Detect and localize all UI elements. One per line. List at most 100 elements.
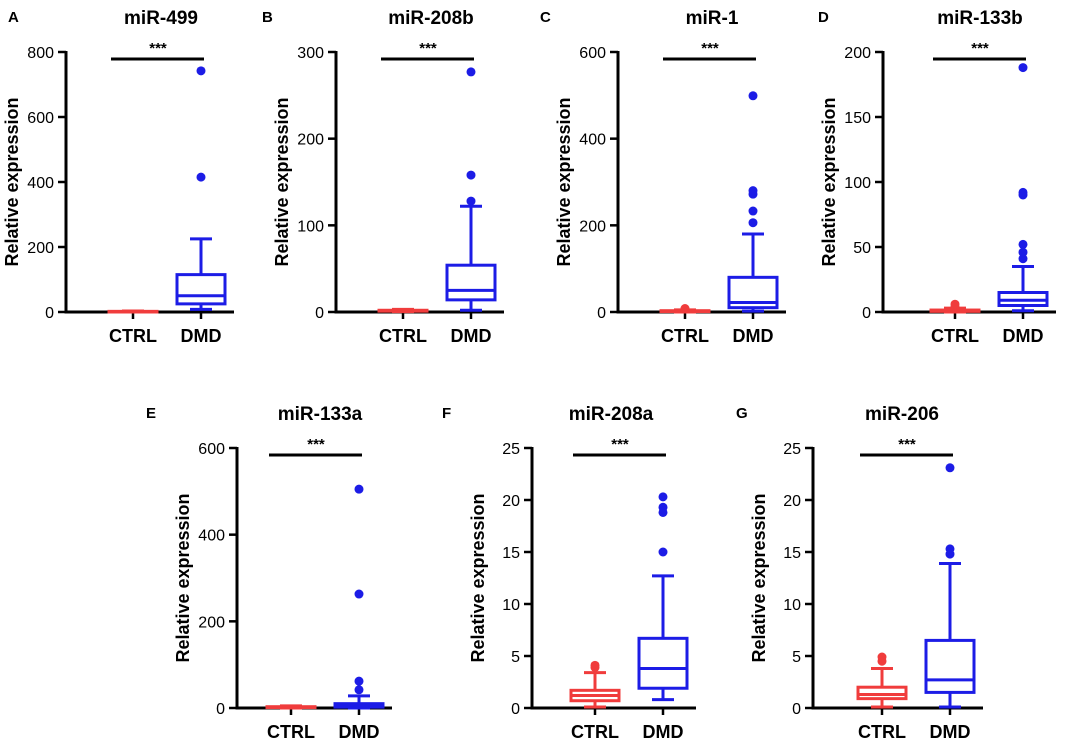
- outlier-point: [748, 186, 758, 196]
- outlier-point: [466, 170, 476, 180]
- y-tick-label: 200: [27, 240, 54, 257]
- y-tick-label: 0: [45, 305, 54, 322]
- box-ctrl: [929, 299, 981, 314]
- y-tick-label: 200: [297, 132, 324, 149]
- y-tick-label: 0: [511, 701, 520, 718]
- y-tick-label: 15: [783, 545, 801, 562]
- significance-label: ***: [611, 436, 629, 453]
- y-tick-label: 10: [502, 597, 520, 614]
- significance-label: ***: [149, 40, 167, 57]
- chart-title: miR-1: [686, 8, 739, 29]
- y-axis-label: Relative expression: [2, 97, 22, 266]
- y-tick-label: 25: [502, 441, 520, 458]
- outlier-point: [1018, 247, 1028, 257]
- y-tick-label: 200: [579, 218, 606, 235]
- x-tick-label-dmd: DMD: [930, 722, 971, 740]
- iqr-box: [175, 273, 227, 306]
- y-tick-label: 600: [579, 45, 606, 62]
- panel-letter: F: [442, 405, 451, 422]
- outlier-point: [748, 218, 758, 228]
- box-dmd: [175, 66, 227, 311]
- y-axis-label: Relative expression: [173, 493, 193, 662]
- outlier-point: [748, 91, 758, 101]
- y-tick-label: 10: [783, 597, 801, 614]
- y-tick-label: 0: [216, 701, 225, 718]
- y-tick-label: 25: [783, 441, 801, 458]
- outlier-point: [1018, 63, 1028, 73]
- outlier-point: [680, 304, 690, 314]
- y-tick-label: 600: [198, 441, 225, 458]
- panel-letter: A: [8, 9, 19, 26]
- outlier-point: [748, 206, 758, 216]
- box-dmd: [445, 67, 497, 312]
- x-tick-label-ctrl: CTRL: [931, 326, 979, 346]
- y-tick-label: 20: [783, 493, 801, 510]
- x-tick-label-dmd: DMD: [643, 722, 684, 740]
- significance-label: ***: [971, 40, 989, 57]
- outlier-point: [196, 66, 206, 76]
- outlier-point: [354, 589, 364, 599]
- outlier-point: [945, 544, 955, 554]
- box-ctrl: [659, 304, 711, 314]
- outlier-point: [1018, 239, 1028, 249]
- y-tick-label: 20: [502, 493, 520, 510]
- outlier-point: [950, 299, 960, 309]
- significance-label: ***: [307, 436, 325, 453]
- iqr-box: [445, 263, 497, 302]
- y-tick-label: 100: [844, 175, 871, 192]
- x-tick-label-dmd: DMD: [339, 722, 380, 740]
- box-dmd: [997, 63, 1049, 313]
- x-tick-label-dmd: DMD: [451, 326, 492, 346]
- y-tick-label: 0: [597, 305, 606, 322]
- outlier-point: [1018, 254, 1028, 264]
- y-axis-label: Relative expression: [468, 493, 488, 662]
- chart-title: miR-133a: [278, 404, 363, 425]
- outlier-point: [466, 67, 476, 77]
- y-tick-label: 600: [27, 110, 54, 127]
- iqr-box: [856, 685, 908, 701]
- y-axis-label: Relative expression: [554, 97, 574, 266]
- y-tick-label: 50: [853, 240, 871, 257]
- chart-title: miR-499: [124, 8, 198, 29]
- outlier-point: [658, 492, 668, 502]
- outlier-point: [196, 172, 206, 182]
- chart-title: miR-208b: [388, 8, 474, 29]
- outlier-point: [466, 196, 476, 206]
- x-tick-label-ctrl: CTRL: [379, 326, 427, 346]
- y-tick-label: 400: [579, 132, 606, 149]
- outlier-point: [354, 484, 364, 494]
- box-ctrl: [856, 652, 908, 709]
- box-ctrl: [377, 307, 429, 314]
- y-tick-label: 5: [511, 649, 520, 666]
- y-tick-label: 0: [862, 305, 871, 322]
- chart-title: miR-133b: [937, 8, 1023, 29]
- x-tick-label-ctrl: CTRL: [267, 722, 315, 740]
- y-tick-label: 400: [198, 528, 225, 545]
- x-tick-label-dmd: DMD: [181, 326, 222, 346]
- y-axis-label: Relative expression: [749, 493, 769, 662]
- panel-letter: B: [262, 9, 273, 26]
- significance-label: ***: [419, 40, 437, 57]
- panel-letter: G: [736, 405, 748, 422]
- significance-label: ***: [701, 40, 719, 57]
- box-dmd: [727, 91, 779, 313]
- outlier-point: [877, 652, 887, 662]
- y-axis-label: Relative expression: [819, 97, 839, 266]
- x-tick-label-ctrl: CTRL: [661, 326, 709, 346]
- y-tick-label: 15: [502, 545, 520, 562]
- chart-title: miR-208a: [569, 404, 654, 425]
- iqr-box: [727, 275, 779, 310]
- y-tick-label: 400: [27, 175, 54, 192]
- panel-letter: D: [818, 9, 829, 26]
- box-dmd: [924, 463, 976, 709]
- box-ctrl: [569, 660, 621, 709]
- outlier-point: [354, 685, 364, 695]
- box-ctrl: [107, 309, 159, 314]
